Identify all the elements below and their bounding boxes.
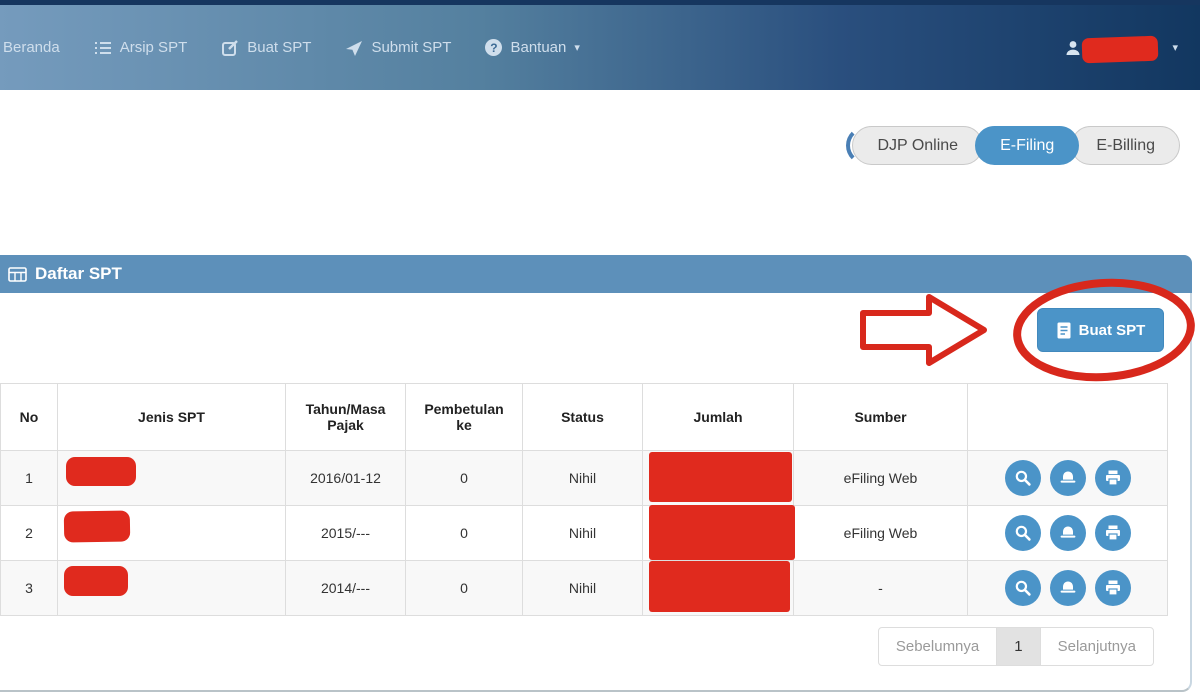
cell-pembetulan: 0: [405, 560, 523, 616]
user-menu[interactable]: ▾: [1064, 36, 1178, 60]
top-border-strip: [0, 0, 1200, 5]
table-row: 2 2015/--- 0 Nihil eFiling Web: [0, 505, 1168, 561]
table-icon: [8, 266, 27, 282]
cell-sumber: eFiling Web: [793, 505, 968, 561]
nav-item-label: Arsip SPT: [119, 39, 188, 56]
cell-actions: [967, 560, 1168, 616]
cell-actions: [967, 505, 1168, 561]
view-button[interactable]: [1004, 460, 1041, 496]
cell-sumber: -: [793, 560, 968, 616]
pagination-previous[interactable]: Sebelumnya: [879, 628, 998, 665]
nav-item-beranda[interactable]: Beranda: [3, 5, 77, 90]
chevron-down-icon: ▾: [1172, 42, 1178, 54]
cell-tahun-masa: 2015/---: [285, 505, 406, 561]
view-button[interactable]: [1004, 570, 1041, 606]
panel-header-daftar-spt: Daftar SPT: [0, 255, 1192, 293]
table-header-row: No Jenis SPT Tahun/Masa Pajak Pembetulan…: [0, 383, 1168, 451]
tab-e-filing[interactable]: E-Filing: [975, 126, 1080, 165]
cell-status: Nihil: [522, 450, 643, 506]
cell-jumlah-redacted: [642, 505, 794, 561]
col-header-jumlah: Jumlah: [642, 383, 794, 451]
spt-table: No Jenis SPT Tahun/Masa Pajak Pembetulan…: [0, 383, 1168, 616]
cell-status: Nihil: [522, 505, 643, 561]
cell-jenis-spt-redacted: [57, 560, 286, 616]
table-row: 1 2016/01-12 0 Nihil eFiling Web: [0, 450, 1168, 506]
tab-djp-online[interactable]: DJP Online: [846, 126, 984, 165]
cell-jenis-spt-redacted: [57, 450, 286, 506]
nav-item-label: Submit SPT: [371, 39, 452, 56]
col-header-status: Status: [522, 383, 643, 451]
col-header-pembetulan-ke: Pembetulan ke: [405, 383, 523, 451]
panel-title: Daftar SPT: [35, 264, 122, 283]
cell-no: 1: [0, 450, 58, 506]
cell-status: Nihil: [522, 560, 643, 616]
table-row: 3 2014/--- 0 Nihil -: [0, 560, 1168, 616]
cell-sumber: eFiling Web: [793, 450, 968, 506]
print-button[interactable]: [1094, 570, 1131, 606]
print-button[interactable]: [1094, 460, 1131, 496]
pagination: Sebelumnya 1 Selanjutnya: [877, 627, 1154, 666]
cell-actions: [967, 450, 1168, 506]
cell-no: 3: [0, 560, 58, 616]
nav-item-label: Bantuan: [510, 39, 567, 56]
nav-item-label: Beranda: [3, 39, 60, 56]
nav-item-buat-spt[interactable]: Buat SPT: [204, 5, 328, 90]
bell-button[interactable]: [1049, 460, 1086, 496]
col-header-sumber: Sumber: [793, 383, 968, 451]
cell-pembetulan: 0: [405, 505, 523, 561]
cell-tahun-masa: 2016/01-12: [285, 450, 406, 506]
help-icon: ?: [485, 39, 503, 56]
nav-item-label: Buat SPT: [247, 39, 312, 56]
buat-spt-button[interactable]: Buat SPT: [1037, 308, 1164, 352]
view-button[interactable]: [1004, 515, 1041, 551]
account-tabs: DJP Online E-Filing E-Billing: [846, 126, 1180, 165]
cell-jumlah-redacted: [642, 560, 794, 616]
cell-tahun-masa: 2014/---: [285, 560, 406, 616]
pagination-page-1[interactable]: 1: [997, 628, 1041, 665]
col-header-jenis-spt: Jenis SPT: [57, 383, 286, 451]
edit-icon: [221, 39, 239, 57]
col-header-actions: [967, 383, 1168, 451]
pagination-next[interactable]: Selanjutnya: [1057, 638, 1136, 655]
bell-button[interactable]: [1049, 570, 1086, 606]
list-icon: [94, 39, 112, 57]
nav-item-arsip-spt[interactable]: Arsip SPT: [77, 5, 205, 90]
panel-body: Buat SPT No Jenis SPT Tahun/Masa Pajak P…: [0, 293, 1192, 692]
print-button[interactable]: [1094, 515, 1131, 551]
cell-jumlah-redacted: [642, 450, 794, 506]
nav-item-bantuan[interactable]: ? Bantuan ▾: [468, 5, 596, 90]
send-icon: [345, 39, 363, 57]
bell-button[interactable]: [1049, 515, 1086, 551]
cell-jenis-spt-redacted: [57, 505, 286, 561]
user-icon: [1064, 39, 1082, 57]
main-navbar: Beranda Arsip SPT Buat SPT Submit SPT ? …: [0, 5, 1200, 90]
document-icon: [1056, 321, 1072, 340]
col-header-no: No: [0, 383, 58, 451]
tab-e-billing[interactable]: E-Billing: [1065, 126, 1180, 165]
username-redacted: [1088, 36, 1166, 60]
cell-no: 2: [0, 505, 58, 561]
nav-item-submit-spt[interactable]: Submit SPT: [328, 5, 468, 90]
col-header-tahun-masa-pajak: Tahun/Masa Pajak: [285, 383, 406, 451]
cell-pembetulan: 0: [405, 450, 523, 506]
chevron-down-icon: ▾: [574, 42, 580, 54]
